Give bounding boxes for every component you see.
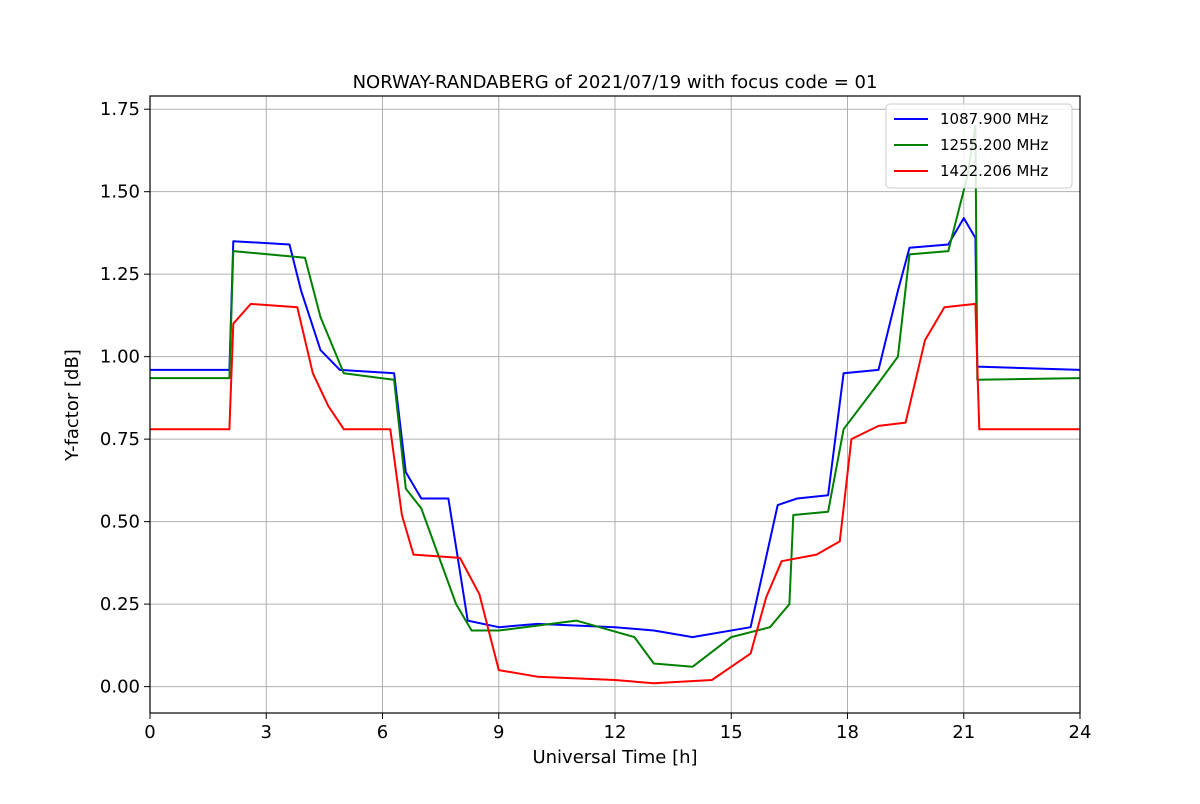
x-tick-label: 21: [952, 722, 975, 743]
y-tick-label: 1.25: [100, 264, 140, 285]
series-line-2: [150, 124, 1081, 668]
y-tick-label: 0.25: [100, 594, 140, 615]
y-tick-label: 1.50: [100, 182, 140, 203]
x-tick-label: 6: [377, 722, 388, 743]
x-tick-label: 9: [493, 722, 504, 743]
series-line-3: [150, 302, 1080, 685]
y-tick-label: 1.75: [100, 99, 140, 120]
legend-label: 1422.206 MHz: [940, 162, 1049, 180]
x-tick-label: 15: [720, 722, 743, 743]
legend-box: [885, 103, 1073, 189]
x-tick-label: 3: [261, 722, 272, 743]
x-tick-label: 24: [1069, 722, 1092, 743]
y-axis-label: Y-factor [dB]: [62, 349, 83, 462]
x-axis-label: Universal Time [h]: [532, 747, 697, 768]
chart-title: NORWAY-RANDABERG of 2021/07/19 with focu…: [353, 72, 878, 93]
x-tick-label: 18: [836, 722, 859, 743]
series-layer: [150, 124, 1081, 685]
legend-label: 1255.200 MHz: [940, 136, 1049, 154]
legend: 1087.900 MHz 1255.200 MHz 1422.206 MHz: [885, 103, 1073, 189]
y-tick-label: 0.50: [100, 512, 140, 533]
ticks: 0 3 6 9 12 15 18 21 24 0.00 0.25 0.50 0.75 1.00 1.25 1.…: [100, 99, 1092, 743]
legend-label: 1087.900 MHz: [940, 110, 1049, 128]
x-tick-label: 12: [604, 722, 627, 743]
x-tick-label: 0: [144, 722, 155, 743]
y-tick-label: 0.75: [100, 429, 140, 450]
y-tick-label: 0.00: [100, 677, 140, 698]
y-tick-label: 1.00: [100, 347, 140, 368]
series-line-1: [150, 217, 1081, 639]
